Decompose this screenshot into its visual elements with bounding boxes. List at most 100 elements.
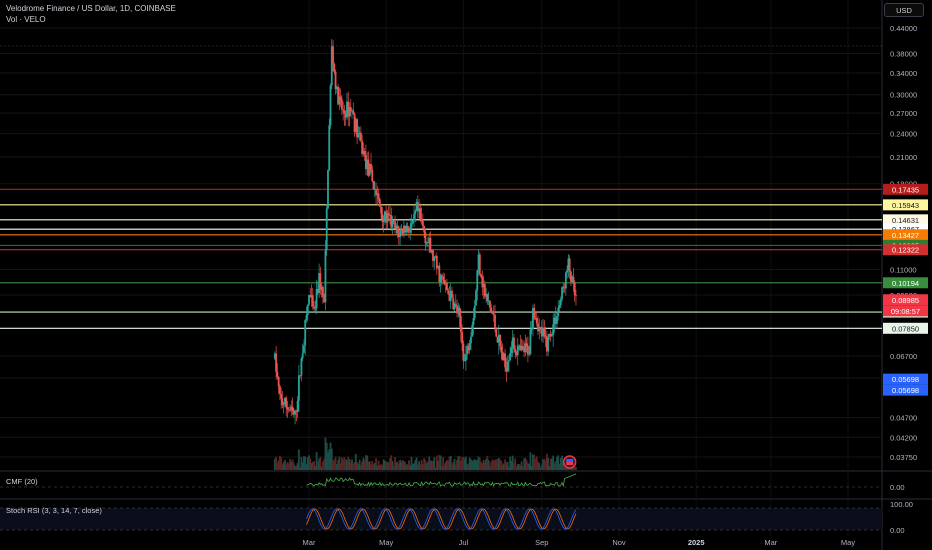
candle-body bbox=[448, 293, 451, 302]
candle-body bbox=[494, 314, 496, 328]
volume-bar bbox=[273, 458, 276, 470]
volume-bar bbox=[510, 460, 513, 470]
volume-bar bbox=[329, 442, 332, 470]
volume-bar bbox=[340, 457, 343, 470]
candle-body bbox=[397, 233, 400, 238]
candle-body bbox=[568, 258, 571, 272]
candle-body bbox=[281, 398, 284, 405]
candle-body bbox=[340, 99, 343, 110]
volume-bar bbox=[468, 457, 471, 470]
price-tick-label: 0.06700 bbox=[890, 352, 917, 361]
volume-bar bbox=[537, 461, 539, 470]
volume-bar bbox=[425, 463, 428, 470]
candle-body bbox=[384, 211, 386, 220]
volume-bar bbox=[373, 462, 376, 470]
price-tick-label: 0.38000 bbox=[890, 50, 917, 59]
volume-bar bbox=[311, 461, 314, 470]
candle-body bbox=[303, 345, 305, 354]
candle-body bbox=[524, 343, 527, 353]
price-tag-box bbox=[883, 277, 928, 289]
volume-bar bbox=[320, 466, 323, 470]
candle-body bbox=[277, 376, 280, 387]
volume-bar bbox=[443, 464, 446, 470]
volume-bar bbox=[313, 461, 315, 470]
volume-bar bbox=[447, 460, 450, 470]
price-tags: 0.174350.159430.146310.138670.134270.126… bbox=[883, 183, 928, 396]
candle-body bbox=[408, 231, 410, 233]
volume-bar bbox=[514, 458, 517, 470]
volume-bar bbox=[394, 457, 396, 470]
candle-body bbox=[356, 119, 358, 138]
currency-button[interactable]: USD bbox=[884, 3, 924, 17]
volume-bar bbox=[504, 459, 507, 470]
candle-body bbox=[526, 345, 529, 355]
price-tick-label: 0.44000 bbox=[890, 24, 917, 33]
volume-bar bbox=[451, 464, 453, 470]
candle-body bbox=[371, 169, 374, 182]
volume-bar bbox=[414, 460, 417, 470]
candle-body bbox=[337, 86, 340, 105]
candle-body bbox=[485, 293, 488, 297]
volume-bar bbox=[556, 456, 558, 470]
horizontal-levels[interactable] bbox=[0, 188, 882, 329]
candlesticks[interactable] bbox=[273, 39, 577, 469]
candle-body bbox=[282, 404, 285, 406]
volume-bar bbox=[518, 464, 520, 470]
candle-body bbox=[333, 63, 336, 72]
time-axis[interactable]: Mar May Jul Sep Nov 2025 Mar May bbox=[303, 538, 856, 547]
volume-bar bbox=[402, 461, 405, 470]
price-tick-label: 0.24000 bbox=[890, 130, 917, 139]
volume-bar bbox=[392, 465, 395, 470]
volume-bar bbox=[405, 464, 408, 470]
price-tag-box bbox=[883, 199, 928, 211]
candle-body bbox=[516, 345, 519, 356]
candle-body bbox=[554, 317, 557, 324]
volume-bar bbox=[433, 457, 436, 470]
candle-body bbox=[418, 208, 420, 212]
volume-bar bbox=[575, 466, 577, 470]
candle-body bbox=[338, 96, 341, 105]
candle-body bbox=[275, 353, 278, 372]
candle-body bbox=[571, 276, 574, 282]
volume-bar bbox=[553, 463, 556, 470]
candle-body bbox=[539, 326, 542, 328]
volume-bar bbox=[429, 460, 432, 470]
volume-bar bbox=[296, 462, 299, 470]
volume-bar bbox=[289, 458, 291, 470]
volume-bar bbox=[332, 460, 334, 470]
candle-body bbox=[463, 360, 466, 362]
cmf-label: CMF (20) bbox=[6, 477, 38, 486]
volume-bar bbox=[528, 464, 531, 470]
volume-bar bbox=[300, 456, 303, 470]
candle-body bbox=[519, 345, 522, 351]
volume-bar bbox=[275, 456, 278, 470]
candle-body bbox=[515, 352, 518, 356]
volume-bar bbox=[530, 465, 533, 470]
candle-body bbox=[523, 347, 525, 353]
volume-bar bbox=[538, 463, 541, 470]
volume-bar bbox=[456, 459, 458, 470]
price-tag-box bbox=[883, 384, 928, 396]
price-tag-label: 0.07850 bbox=[892, 324, 919, 333]
volume-bar bbox=[545, 453, 548, 470]
volume-bar bbox=[356, 461, 358, 470]
volume-bar bbox=[458, 455, 461, 470]
candle-body bbox=[411, 220, 414, 224]
candle-body bbox=[535, 317, 538, 324]
candle-body bbox=[352, 110, 355, 114]
candle-body bbox=[423, 226, 426, 233]
price-tick-label: 0.04700 bbox=[890, 414, 917, 423]
candle-body bbox=[421, 220, 424, 227]
candle-body bbox=[483, 284, 486, 297]
volume-bar bbox=[492, 460, 495, 470]
volume-bar bbox=[548, 466, 551, 470]
volume-bar bbox=[499, 459, 501, 470]
candle-body bbox=[444, 282, 447, 285]
candle-body bbox=[273, 353, 276, 359]
volume-bar bbox=[551, 458, 553, 470]
candle-body bbox=[504, 353, 507, 368]
volume-bar bbox=[406, 463, 409, 470]
volume-bar bbox=[308, 455, 310, 470]
volume-bar bbox=[322, 461, 324, 470]
